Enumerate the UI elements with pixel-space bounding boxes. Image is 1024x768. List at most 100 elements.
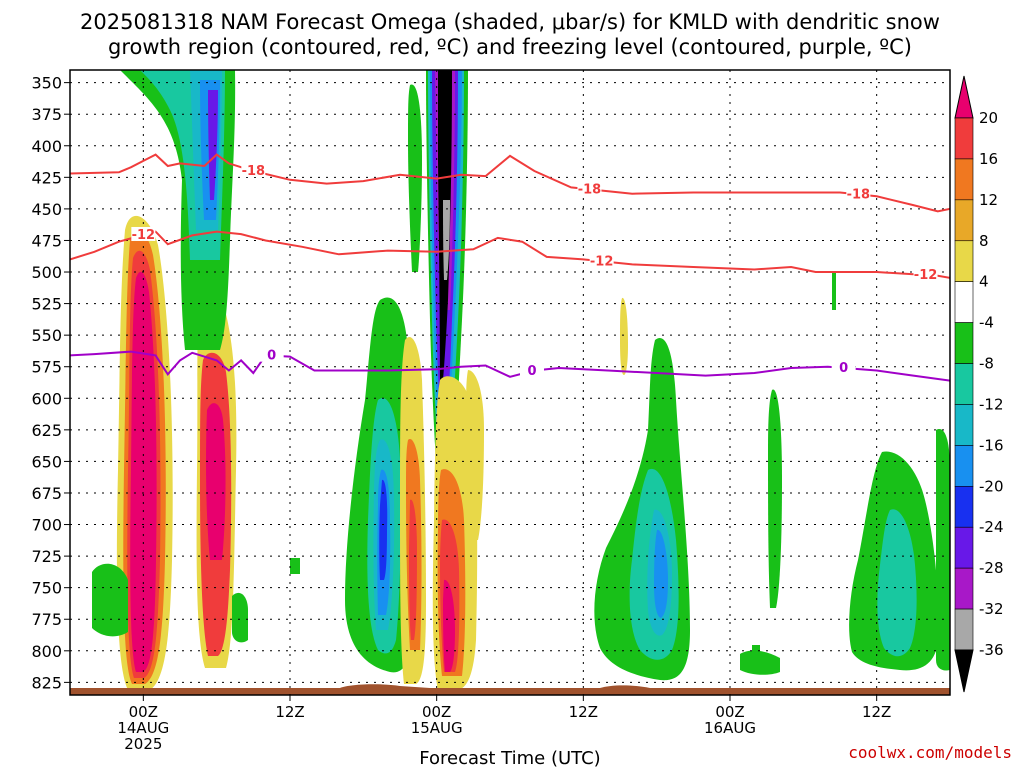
y-tick-label: 825 [31,673,62,692]
contour-label-bg [589,253,614,268]
colorbar-top-arrow [954,75,974,119]
x-tick-label: 2025 [124,735,162,753]
omega-speck-3 [752,645,760,653]
x-tick-label: 00Z [715,703,744,721]
contour-line-1 [70,153,950,213]
colorbar-swatch [954,322,974,364]
y-tick-label: 525 [31,295,62,314]
colorbar-label: -16 [979,436,1004,454]
omega-plume-6-edge [936,429,950,671]
y-tick-label: 575 [31,358,62,377]
y-tick-label: 450 [31,200,62,219]
colorbar-swatch [954,445,974,487]
y-tick-label: 500 [31,263,62,282]
y-tick-label: 375 [31,105,62,124]
x-tick-label: 14AUG [117,719,169,737]
y-tick-label: 700 [31,516,62,535]
x-tick-label: 15AUG [411,719,463,737]
chart-title-line2: growth region (contoured, red, ºC) and f… [108,35,912,59]
colorbar-swatch [954,240,974,282]
contour-label-bg [241,163,266,178]
x-tick-label: 16AUG [704,719,756,737]
omega-upper-plume-violet [208,90,218,200]
colorbar-label: -36 [979,641,1004,659]
contour-line-2 [70,230,950,279]
omega-shading [92,70,950,691]
colorbar-swatch [954,486,974,528]
colorbar-swatch [954,158,974,201]
contour-label-bg [831,359,856,374]
omega-plume-2-magenta [206,403,226,560]
colorbar-bottom-arrow [954,649,974,693]
omega-speck-1 [290,558,300,574]
colorbar-label: 16 [979,150,998,168]
omega-lowlevel-green-east [232,592,248,643]
omega-plume-5-streak [768,389,782,608]
colorbar-label: 4 [979,273,989,291]
contour-label: 0 [527,364,536,379]
colorbar-label: 12 [979,191,998,209]
omega-column-lower-magenta [443,579,455,672]
contour-label-bg [131,226,156,241]
terrain-strip [70,684,950,695]
colorbar-swatch [954,363,974,405]
omega-upper-streak-green [408,84,422,273]
contour-label-bg [577,181,602,196]
x-tick-label: 12Z [862,703,891,721]
contour-label: -18 [578,182,602,197]
x-tick-label: 12Z [569,703,598,721]
colorbar-swatch [954,526,974,569]
omega-speck-2 [740,650,780,675]
colorbar-swatch [954,281,974,323]
y-tick-label: 650 [31,452,62,471]
colorbar-label: -4 [979,314,994,332]
colorbar-label: -20 [979,477,1004,495]
colorbar-swatch [954,199,974,242]
temperature-contours: -18 -18 -18 -12 -12 -12 0 0 0 [70,153,950,382]
y-axis: 350 375 400 425 450 475 500 525 550 575 600 625 650 6… [31,74,70,692]
colorbar-swatch [954,567,974,610]
chart-title-line1: 2025081318 NAM Forecast Omega (shaded, μ… [80,10,940,34]
colorbar-label: -32 [979,600,1004,618]
contour-label: -12 [132,228,156,243]
contour-label: 0 [267,349,276,364]
omega-plume-3-darkblue [379,479,388,580]
y-tick-label: 475 [31,231,62,250]
omega-lowlevel-green-west [92,563,128,637]
y-tick-label: 625 [31,421,62,440]
y-tick-label: 675 [31,484,62,503]
colorbar-label: 20 [979,109,998,127]
x-tick-label: 00Z [422,703,451,721]
y-tick-label: 400 [31,137,62,156]
contour-label-bg [846,186,871,201]
contour-label-bg [913,267,938,282]
colorbar-label: -8 [979,355,994,373]
omega-plume-4-blue [654,529,668,618]
x-tick-label: 00Z [129,703,158,721]
y-tick-label: 800 [31,642,62,661]
plot-frame [69,69,951,696]
contour-label-bg [259,347,284,362]
colorbar-swatch [954,117,974,160]
omega-speck-4 [832,272,836,310]
contour-label: 0 [839,361,848,376]
y-tick-label: 750 [31,579,62,598]
contour-label: -12 [590,254,614,269]
colorbar-label: -28 [979,559,1004,577]
colorbar-label: -24 [979,518,1004,536]
y-tick-label: 600 [31,389,62,408]
plot-area: -18 -18 -18 -12 -12 -12 0 0 0 [69,69,951,696]
colorbar-label: 8 [979,232,989,250]
y-tick-label: 425 [31,168,62,187]
colorbar-swatch [954,608,974,651]
y-tick-label: 775 [31,610,62,629]
contour-label: -12 [914,268,938,283]
colorbar-label: -12 [979,395,1004,413]
omega-plume-4-yellow-speck [620,297,628,375]
contour-label: -18 [847,187,871,202]
omega-right-streak-red [409,499,417,640]
contour-label-bg [520,363,544,378]
colorbar-swatch [954,404,974,446]
